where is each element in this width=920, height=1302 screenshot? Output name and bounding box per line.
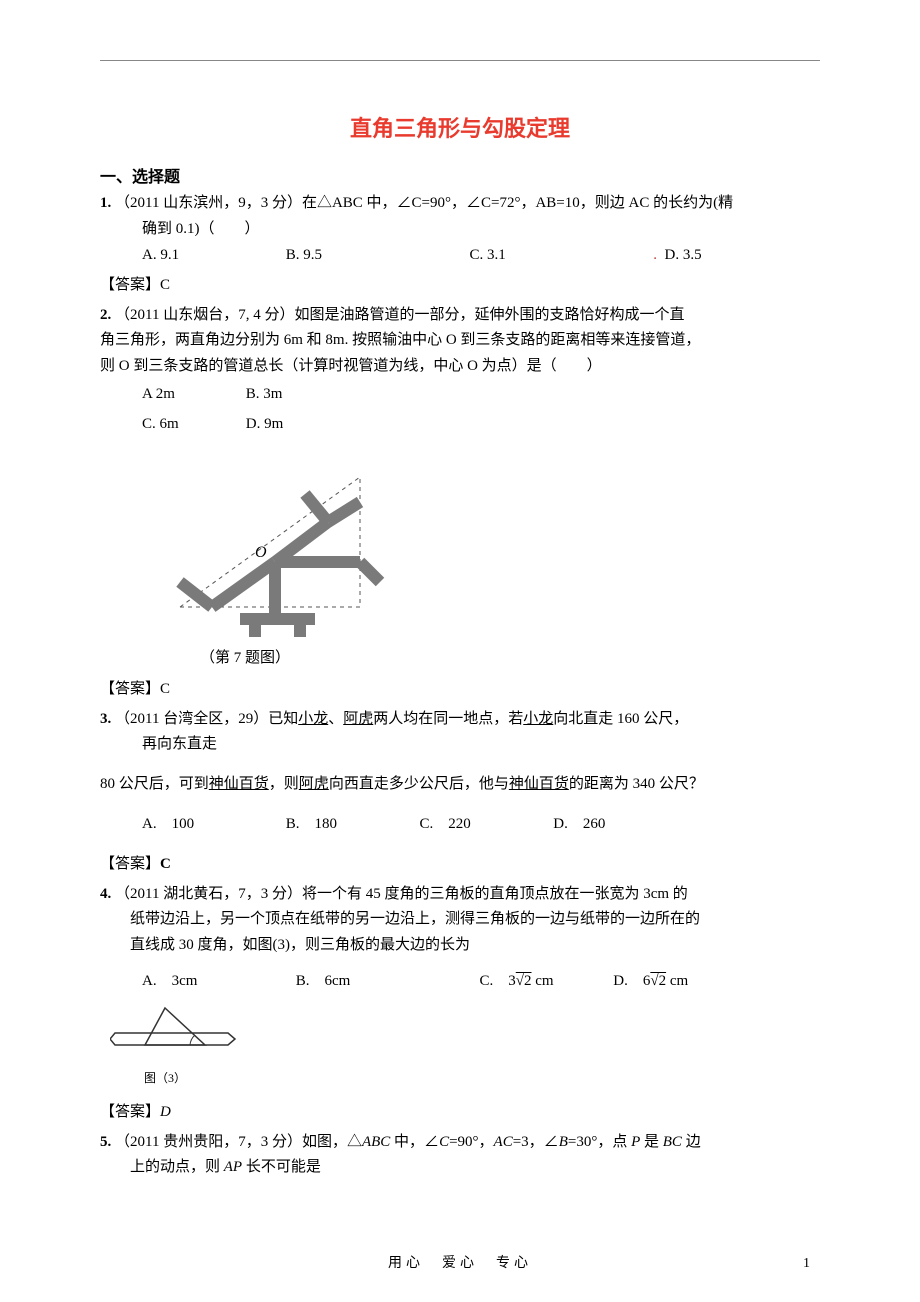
q4-line1: 4. （2011 湖北黄石，7，3 分）将一个有 45 度角的三角板的直角顶点放… bbox=[100, 882, 820, 908]
q1-opt-d: D. 3.5 bbox=[665, 242, 702, 269]
q5-eq3: =30°，点 bbox=[568, 1134, 631, 1150]
q3-ans-label: 【答案】 bbox=[100, 856, 160, 872]
q3-opt-d: D. 260 bbox=[553, 811, 605, 838]
q3-p1b: 阿虎 bbox=[343, 711, 373, 727]
q3-l3: 80 公尺后，可到神仙百货，则阿虎向西直走多少公尺后，他与神仙百货的距离为 34… bbox=[100, 772, 820, 798]
q2-answer: 【答案】C bbox=[100, 677, 820, 703]
q2-line1: 2. （2011 山东烟台，7, 4 分）如图是油路管道的一部分，延伸外围的支路… bbox=[100, 303, 820, 329]
q1-opt-b: B. 9.5 bbox=[286, 242, 466, 269]
q5-pv: P bbox=[631, 1134, 640, 1150]
q1-cont: 确到 0.1)（ ） bbox=[100, 217, 820, 243]
q3-mid2: 两人均在同一地点，若 bbox=[373, 711, 523, 727]
q5-line1: 5. （2011 贵州贵阳，7，3 分）如图，△ABC 中，∠C=90°，AC=… bbox=[100, 1130, 820, 1156]
dot-icon: . bbox=[653, 242, 661, 269]
q5-eq1: =90°， bbox=[449, 1134, 493, 1150]
q4-opt-b: B. 6cm bbox=[296, 968, 476, 995]
q3-mid1: 、 bbox=[328, 711, 343, 727]
q4-answer: 【答案】D bbox=[100, 1100, 820, 1126]
q3-num: 3. bbox=[100, 711, 111, 727]
fig2-label-o: O bbox=[255, 544, 267, 561]
q5-l2: 上的动点，则 AP 长不可能是 bbox=[100, 1155, 820, 1181]
q3-answer: 【答案】C bbox=[100, 852, 820, 878]
q2-opt-a: A 2m bbox=[142, 379, 242, 409]
q4-src: （2011 湖北黄石，7，3 分）将一个有 45 度角的三角板的直角顶点放在一张… bbox=[115, 886, 688, 902]
q3-ans-val: C bbox=[160, 856, 171, 872]
q3-p2: 阿虎 bbox=[299, 776, 329, 792]
q5-src: （2011 贵州贵阳，7，3 分）如图，△ bbox=[115, 1134, 362, 1150]
q4-opt-d: D. 6√2 cm bbox=[613, 968, 688, 995]
q2-opt-c: C. 6m bbox=[142, 409, 242, 439]
q2-num: 2. bbox=[100, 307, 111, 323]
q5-bc: BC bbox=[663, 1134, 682, 1150]
q5-num: 5. bbox=[100, 1134, 111, 1150]
q4-opt-a: A. 3cm bbox=[142, 968, 292, 995]
q2-caption: （第 7 题图） bbox=[200, 646, 820, 667]
q5-tail: 是 bbox=[640, 1134, 663, 1150]
q5-l2a: 上的动点，则 bbox=[130, 1159, 224, 1175]
q5-cv: C bbox=[439, 1134, 449, 1150]
q4-num: 4. bbox=[100, 886, 111, 902]
q3-cont: 再向东直走 bbox=[100, 732, 820, 758]
q2-src: （2011 山东烟台，7, 4 分）如图是油路管道的一部分，延伸外围的支路恰好构… bbox=[115, 307, 684, 323]
q4-l3: 直线成 30 度角，如图(3)，则三角板的最大边的长为 bbox=[100, 933, 820, 959]
q5-bv: B bbox=[559, 1134, 568, 1150]
q1-answer: 【答案】C bbox=[100, 273, 820, 299]
q1-options: A. 9.1 B. 9.5 C. 3.1 . D. 3.5 bbox=[100, 242, 820, 269]
q3-opt-a: A. 100 bbox=[142, 811, 282, 838]
q3-p1c: 小龙 bbox=[523, 711, 553, 727]
q4-opt-c: C. 3√2 cm bbox=[480, 968, 610, 995]
q3-opt-c: C. 220 bbox=[420, 811, 550, 838]
q2-l2: 角三角形，两直角边分别为 6m 和 8m. 按照输油中心 O 到三条支路的距离相… bbox=[100, 328, 820, 354]
q3-shop1: 神仙百货 bbox=[209, 776, 269, 792]
footer-text: 用心 爱心 专心 bbox=[100, 1252, 820, 1272]
q1-opt-c: C. 3.1 bbox=[470, 242, 650, 269]
q5-ap: AP bbox=[224, 1159, 242, 1175]
q4-figure bbox=[110, 1005, 820, 1065]
q5-abc: ABC bbox=[362, 1134, 390, 1150]
q2-opt-d: D. 9m bbox=[246, 409, 346, 439]
q1-src: （2011 山东滨州，9，3 分）在△ABC 中，∠C=90°，∠C=72°，A… bbox=[115, 195, 733, 211]
q3-l3c: 向西直走多少公尺后，他与 bbox=[329, 776, 509, 792]
q2-l3: 则 O 到三条支路的管道总长（计算时视管道为线，中心 O 为点）是（ ） bbox=[100, 354, 820, 380]
q3-l3d: 的距离为 340 公尺？ bbox=[569, 776, 704, 792]
page-number: 1 bbox=[803, 1256, 810, 1272]
q3-tail1: 向北直走 160 公尺， bbox=[553, 711, 688, 727]
q4-options: A. 3cm B. 6cm C. 3√2 cm D. 6√2 cm bbox=[100, 968, 820, 995]
q3-options: A. 100 B. 180 C. 220 D. 260 bbox=[100, 811, 820, 838]
page-title: 直角三角形与勾股定理 bbox=[100, 111, 820, 143]
q4-l2: 纸带边沿上，另一个顶点在纸带的另一边沿上，测得三角板的一边与纸带的一边所在的 bbox=[100, 907, 820, 933]
q3-opt-b: B. 180 bbox=[286, 811, 416, 838]
q1-line1: 1. （2011 山东滨州，9，3 分）在△ABC 中，∠C=90°，∠C=72… bbox=[100, 191, 820, 217]
q3-shop2: 神仙百货 bbox=[509, 776, 569, 792]
q5-mid: 中，∠ bbox=[390, 1134, 439, 1150]
q5-tail2: 边 bbox=[682, 1134, 701, 1150]
q5-l2b: 长不可能是 bbox=[242, 1159, 321, 1175]
q5-eq2: =3，∠ bbox=[513, 1134, 559, 1150]
q3-line1: 3. （2011 台湾全区，29）已知小龙、阿虎两人均在同一地点，若小龙向北直走… bbox=[100, 707, 820, 733]
q3-src: （2011 台湾全区，29）已知 bbox=[115, 711, 298, 727]
q2-opt-b: B. 3m bbox=[246, 379, 346, 409]
q5-ac: AC bbox=[494, 1134, 513, 1150]
q2-figure: O bbox=[160, 447, 820, 642]
q2-options: A 2m B. 3m C. 6m D. 9m bbox=[100, 379, 820, 439]
q3-p1a: 小龙 bbox=[298, 711, 328, 727]
top-rule bbox=[100, 60, 820, 61]
q3-l3b: ，则 bbox=[269, 776, 299, 792]
section-heading: 一、选择题 bbox=[100, 163, 820, 187]
q1-num: 1. bbox=[100, 195, 111, 211]
q4-ans-label: 【答案】 bbox=[100, 1104, 160, 1120]
q1-opt-a: A. 9.1 bbox=[142, 242, 282, 269]
q4-fig-label: 图（3） bbox=[110, 1069, 220, 1086]
q4-ans-val: D bbox=[160, 1104, 171, 1120]
q3-l3a: 80 公尺后，可到 bbox=[100, 776, 209, 792]
